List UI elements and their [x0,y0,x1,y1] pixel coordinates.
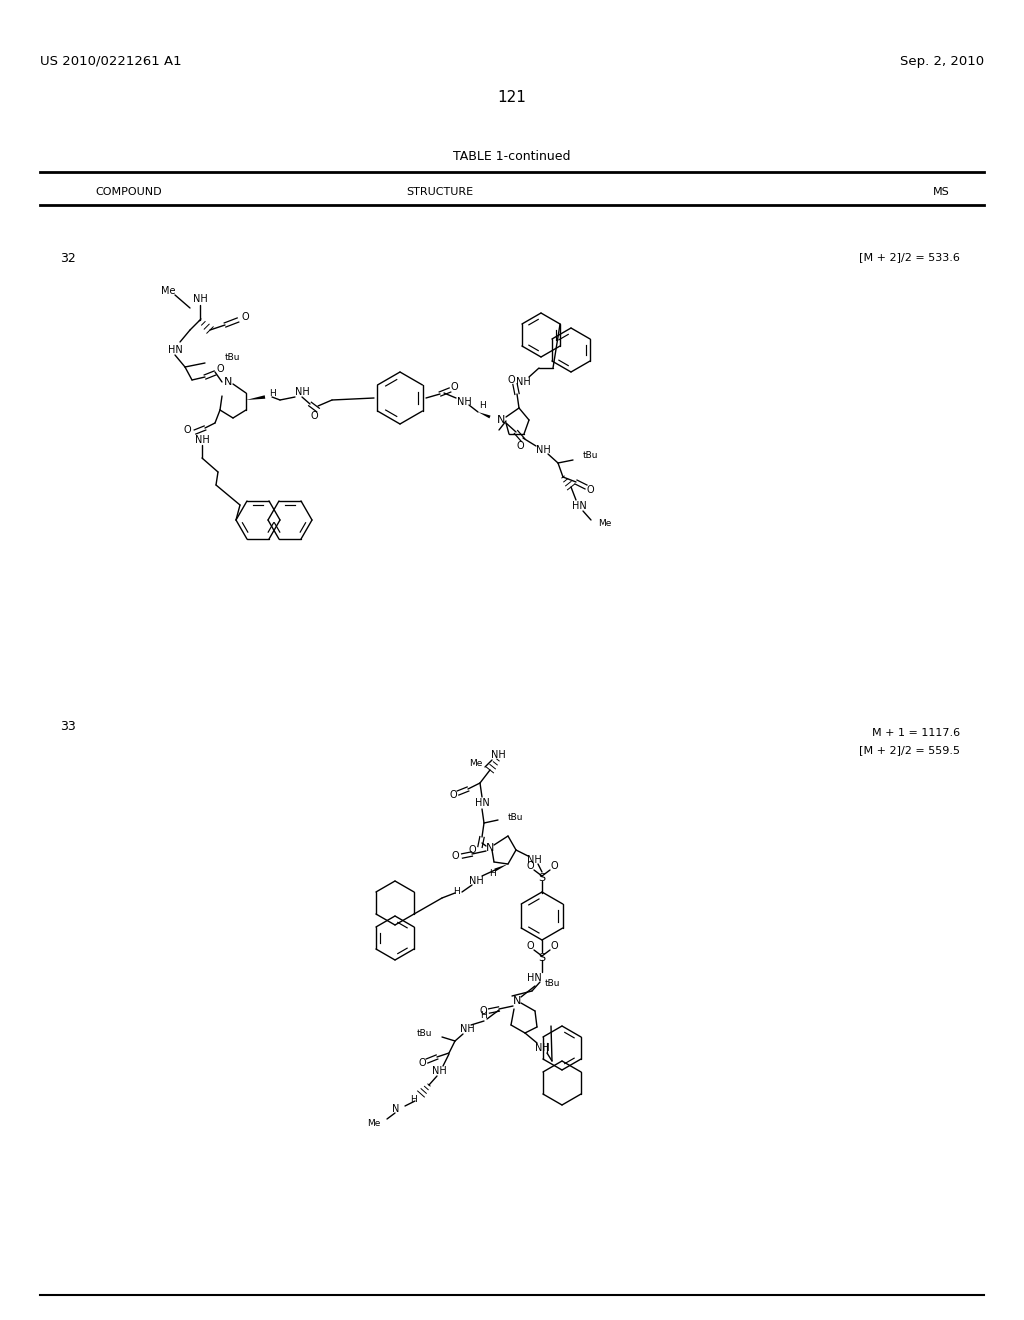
Text: H: H [480,1011,487,1019]
Polygon shape [495,865,508,871]
Text: O: O [242,312,249,322]
Text: O: O [450,789,457,800]
Text: O: O [183,425,190,436]
Text: MS: MS [933,187,950,197]
Text: STRUCTURE: STRUCTURE [407,187,473,197]
Text: Me: Me [469,759,482,768]
Text: NH: NH [460,1024,474,1034]
Text: M + 1 = 1117.6: M + 1 = 1117.6 [871,729,961,738]
Text: HN: HN [475,799,489,808]
Text: N: N [497,414,505,425]
Text: O: O [479,1006,486,1016]
Text: H: H [411,1094,417,1104]
Text: O: O [507,375,515,385]
Text: NH: NH [490,750,506,760]
Text: H: H [454,887,461,895]
Text: O: O [310,411,317,421]
Text: NH: NH [516,378,530,387]
Text: N: N [224,378,232,387]
Text: H: H [479,400,486,409]
Text: O: O [216,364,224,374]
Text: O: O [550,941,558,950]
Text: 121: 121 [498,90,526,106]
Text: NH: NH [432,1067,446,1076]
Polygon shape [246,395,265,400]
Text: H: H [488,869,496,878]
Text: [M + 2]/2 = 559.5: [M + 2]/2 = 559.5 [859,744,961,755]
Text: HN: HN [526,973,542,983]
Text: S: S [539,953,546,964]
Text: NH: NH [295,387,309,397]
Text: tBu: tBu [545,978,560,987]
Text: Me: Me [598,520,611,528]
Text: Sep. 2, 2010: Sep. 2, 2010 [900,55,984,69]
Text: O: O [526,861,534,871]
Text: NH: NH [535,1043,549,1053]
Text: NH: NH [195,436,209,445]
Text: [M + 2]/2 = 533.6: [M + 2]/2 = 533.6 [859,252,961,261]
Text: NH: NH [457,397,471,407]
Text: Me: Me [368,1118,381,1127]
Text: O: O [451,381,458,392]
Text: NH: NH [526,855,542,865]
Text: H: H [268,388,275,397]
Text: O: O [468,845,476,855]
Text: COMPOUND: COMPOUND [95,187,162,197]
Text: NH: NH [469,876,483,886]
Text: O: O [516,441,524,451]
Text: N: N [485,843,495,853]
Text: N: N [391,1104,399,1114]
Text: tBu: tBu [225,354,241,363]
Text: tBu: tBu [583,451,598,461]
Text: S: S [539,873,546,883]
Polygon shape [478,412,490,418]
Text: 32: 32 [60,252,76,265]
Text: O: O [550,861,558,871]
Text: NH: NH [536,445,550,455]
Text: US 2010/0221261 A1: US 2010/0221261 A1 [40,55,181,69]
Text: TABLE 1-continued: TABLE 1-continued [454,150,570,162]
Text: tBu: tBu [508,813,523,822]
Text: HN: HN [168,345,182,355]
Text: O: O [586,484,594,495]
Text: 33: 33 [60,719,76,733]
Text: O: O [526,941,534,950]
Text: O: O [418,1059,426,1068]
Text: N: N [513,997,521,1006]
Text: Me: Me [161,286,175,296]
Text: HN: HN [571,502,587,511]
Text: O: O [452,851,459,861]
Text: tBu: tBu [417,1030,432,1039]
Text: NH: NH [193,294,208,304]
